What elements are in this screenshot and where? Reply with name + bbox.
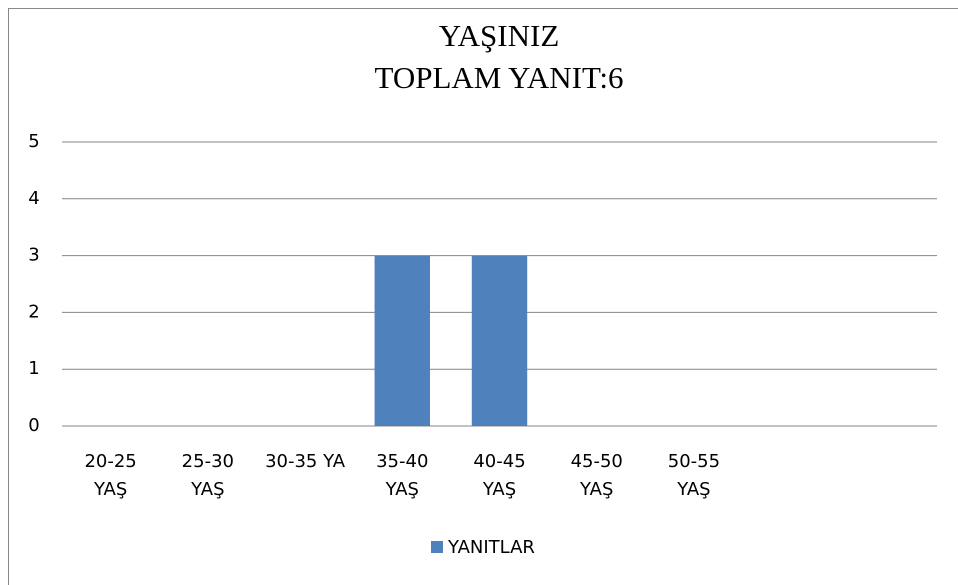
x-tick-label: 40-45 YAŞ: [473, 451, 526, 500]
chart-title: YAŞINIZ: [439, 18, 560, 53]
bar: [374, 255, 430, 426]
y-tick-label: 0: [28, 415, 39, 436]
legend-label: YANITLAR: [447, 537, 535, 558]
chart-subtitle: TOPLAM YANIT:6: [374, 60, 623, 95]
x-tick-label: 50-55 YAŞ: [667, 451, 721, 500]
y-tick-label: 3: [28, 245, 39, 266]
x-tick-label: 45-50 YAŞ: [570, 451, 623, 500]
y-tick-label: 2: [28, 301, 39, 322]
chart-border: [8, 8, 958, 585]
y-tick-label: 1: [28, 358, 39, 379]
x-tick-label: 30-35 YA: [265, 451, 346, 472]
y-tick-label: 4: [28, 188, 39, 209]
x-tick-label: 35-40 YAŞ: [376, 451, 429, 500]
y-tick-label: 5: [28, 131, 39, 152]
x-tick-label: 20-25 YAŞ: [84, 451, 137, 500]
bar: [471, 255, 528, 426]
x-tick-label: 25-30 YAŞ: [181, 451, 234, 500]
legend-swatch: [431, 541, 443, 553]
